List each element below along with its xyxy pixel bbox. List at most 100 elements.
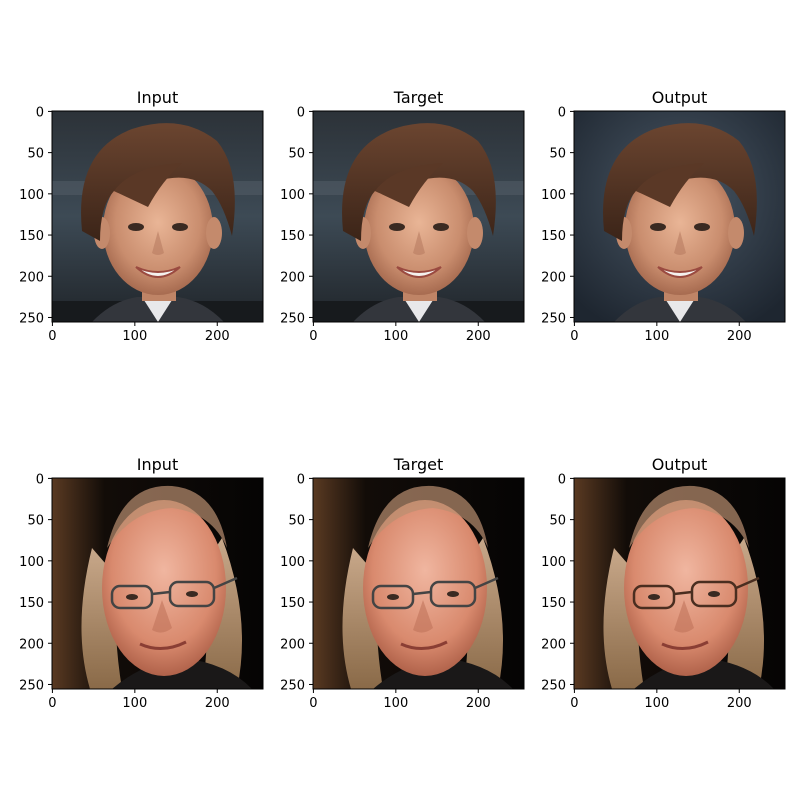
jacket	[112, 658, 252, 689]
y-tick-label: 100	[541, 555, 566, 570]
y-tick-label: 50	[27, 147, 44, 162]
face-image	[574, 111, 785, 322]
x-tick-label: 100	[644, 329, 669, 344]
eye	[694, 223, 710, 231]
y-tick-label: 250	[280, 311, 305, 326]
x-tick-label: 200	[466, 696, 491, 711]
x-tick-label: 100	[122, 329, 147, 344]
panel-title: Target	[393, 88, 444, 107]
face-image	[52, 478, 263, 689]
y-tick-label: 200	[280, 637, 305, 652]
x-tick-label: 200	[466, 329, 491, 344]
jacket	[634, 658, 774, 689]
hairline	[629, 485, 749, 548]
eye	[433, 223, 449, 231]
y-tick-label: 0	[36, 472, 44, 487]
eye	[126, 594, 138, 600]
hairline	[107, 485, 227, 548]
glasses-arm	[735, 576, 760, 590]
axes-frame	[51, 110, 264, 323]
axes-frame	[312, 110, 525, 323]
jacket	[373, 658, 513, 689]
panel-title: Input	[137, 455, 178, 474]
y-tick-label: 250	[19, 678, 44, 693]
y-tick-label: 250	[280, 678, 305, 693]
nose	[674, 231, 686, 255]
x-tick-label: 0	[48, 696, 56, 711]
glasses-bridge	[151, 590, 171, 596]
y-tick-label: 200	[19, 270, 44, 285]
nose	[152, 231, 164, 255]
y-tick-label: 50	[288, 514, 305, 529]
hair	[603, 123, 757, 241]
axes-frame	[573, 477, 786, 690]
y-tick-label: 100	[19, 188, 44, 203]
face	[102, 500, 226, 676]
glasses-arm	[213, 576, 238, 590]
x-tick-label: 0	[570, 329, 578, 344]
y-tick-label: 0	[558, 472, 566, 487]
x-tick-label: 0	[309, 696, 317, 711]
ear	[728, 217, 744, 249]
face	[363, 500, 487, 676]
y-tick-label: 50	[288, 147, 305, 162]
eye	[186, 591, 198, 597]
eye	[648, 594, 660, 600]
eye	[708, 591, 720, 597]
x-tick-label: 100	[383, 329, 408, 344]
smile	[135, 266, 181, 278]
y-tick-label: 150	[541, 229, 566, 244]
shirt-collar	[142, 297, 174, 322]
shirt-collar	[403, 297, 435, 322]
glasses-bridge	[673, 590, 693, 596]
hair	[342, 123, 496, 241]
face	[624, 500, 748, 676]
y-tick-label: 150	[280, 596, 305, 611]
eye	[128, 223, 144, 231]
face-image	[313, 111, 524, 322]
face-image	[574, 478, 785, 689]
glasses-lens	[371, 584, 415, 610]
nose	[413, 231, 425, 255]
image-panel-target: Target 0 50 100 150 200 250 0 100 200	[280, 88, 525, 344]
y-tick-label: 100	[541, 188, 566, 203]
y-tick-label: 250	[541, 311, 566, 326]
image-panel-input: Input 0 50 100 150 200 250 0 100 200	[19, 455, 264, 711]
x-tick-label: 0	[570, 696, 578, 711]
glasses-bridge	[412, 590, 432, 596]
y-tick-label: 200	[541, 637, 566, 652]
nose	[152, 600, 172, 633]
image-panel-input: Input 0 50 100 150 200 250 0 100 200	[19, 88, 264, 344]
nose	[674, 600, 694, 633]
mouth	[139, 640, 187, 650]
panel-title: Target	[393, 455, 444, 474]
y-tick-label: 150	[280, 229, 305, 244]
x-tick-label: 200	[727, 696, 752, 711]
mouth	[661, 640, 709, 650]
y-tick-label: 0	[297, 105, 305, 120]
glasses-lens	[632, 584, 676, 610]
panel-title: Output	[652, 88, 708, 107]
image-panel-output: Output 0 50 100 150 200 250 0 100 200	[541, 88, 786, 344]
axes-frame	[573, 110, 786, 323]
x-tick-label: 100	[644, 696, 669, 711]
y-tick-label: 150	[541, 596, 566, 611]
glasses-arm	[474, 576, 499, 590]
y-tick-label: 0	[558, 105, 566, 120]
y-tick-label: 100	[280, 555, 305, 570]
glasses-lens	[690, 580, 738, 608]
panel-title: Input	[137, 88, 178, 107]
glasses-lens	[110, 584, 154, 610]
hair-fringe	[114, 163, 182, 207]
y-tick-label: 50	[27, 514, 44, 529]
mouth	[400, 640, 448, 650]
x-tick-label: 100	[122, 696, 147, 711]
x-tick-label: 100	[383, 696, 408, 711]
y-tick-label: 0	[36, 105, 44, 120]
smile	[396, 266, 442, 278]
y-tick-label: 0	[297, 472, 305, 487]
y-tick-label: 50	[549, 147, 566, 162]
y-tick-label: 50	[549, 514, 566, 529]
y-tick-label: 200	[19, 637, 44, 652]
face-image	[52, 111, 263, 322]
